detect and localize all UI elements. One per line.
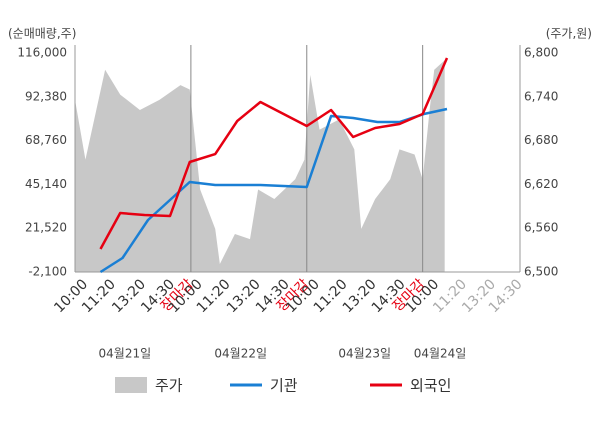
series-line <box>99 57 449 250</box>
y-tick-label: 21,520 <box>25 221 67 235</box>
legend-swatch <box>115 377 147 393</box>
y2-tick-label: 6,740 <box>524 89 558 103</box>
price-area <box>75 60 445 272</box>
y-tick-label: 92,380 <box>25 89 67 103</box>
date-label: 04월22일 <box>214 347 267 361</box>
y2-tick-label: 6,620 <box>524 177 558 191</box>
y-tick-label: 116,000 <box>17 46 67 60</box>
y2-unit-label: (주가,원) <box>546 27 592 41</box>
y2-tick-label: 6,500 <box>524 265 558 279</box>
series-line <box>99 107 448 274</box>
y-tick-label: -2,100 <box>28 265 67 279</box>
legend-label: 외국인 <box>410 377 451 395</box>
date-label: 04월24일 <box>414 347 467 361</box>
legend-label: 주가 <box>155 377 183 395</box>
y2-tick-label: 6,560 <box>524 221 558 235</box>
date-label: 04월21일 <box>99 347 152 361</box>
y2-tick-label: 6,800 <box>524 46 558 60</box>
y2-tick-label: 6,680 <box>524 133 558 147</box>
y-tick-label: 45,140 <box>25 177 67 191</box>
y-tick-label: 68,760 <box>25 133 67 147</box>
legend-label: 기관 <box>270 377 298 395</box>
date-label: 04월23일 <box>338 347 391 361</box>
y-unit-label: (순매매량,주) <box>8 27 76 41</box>
